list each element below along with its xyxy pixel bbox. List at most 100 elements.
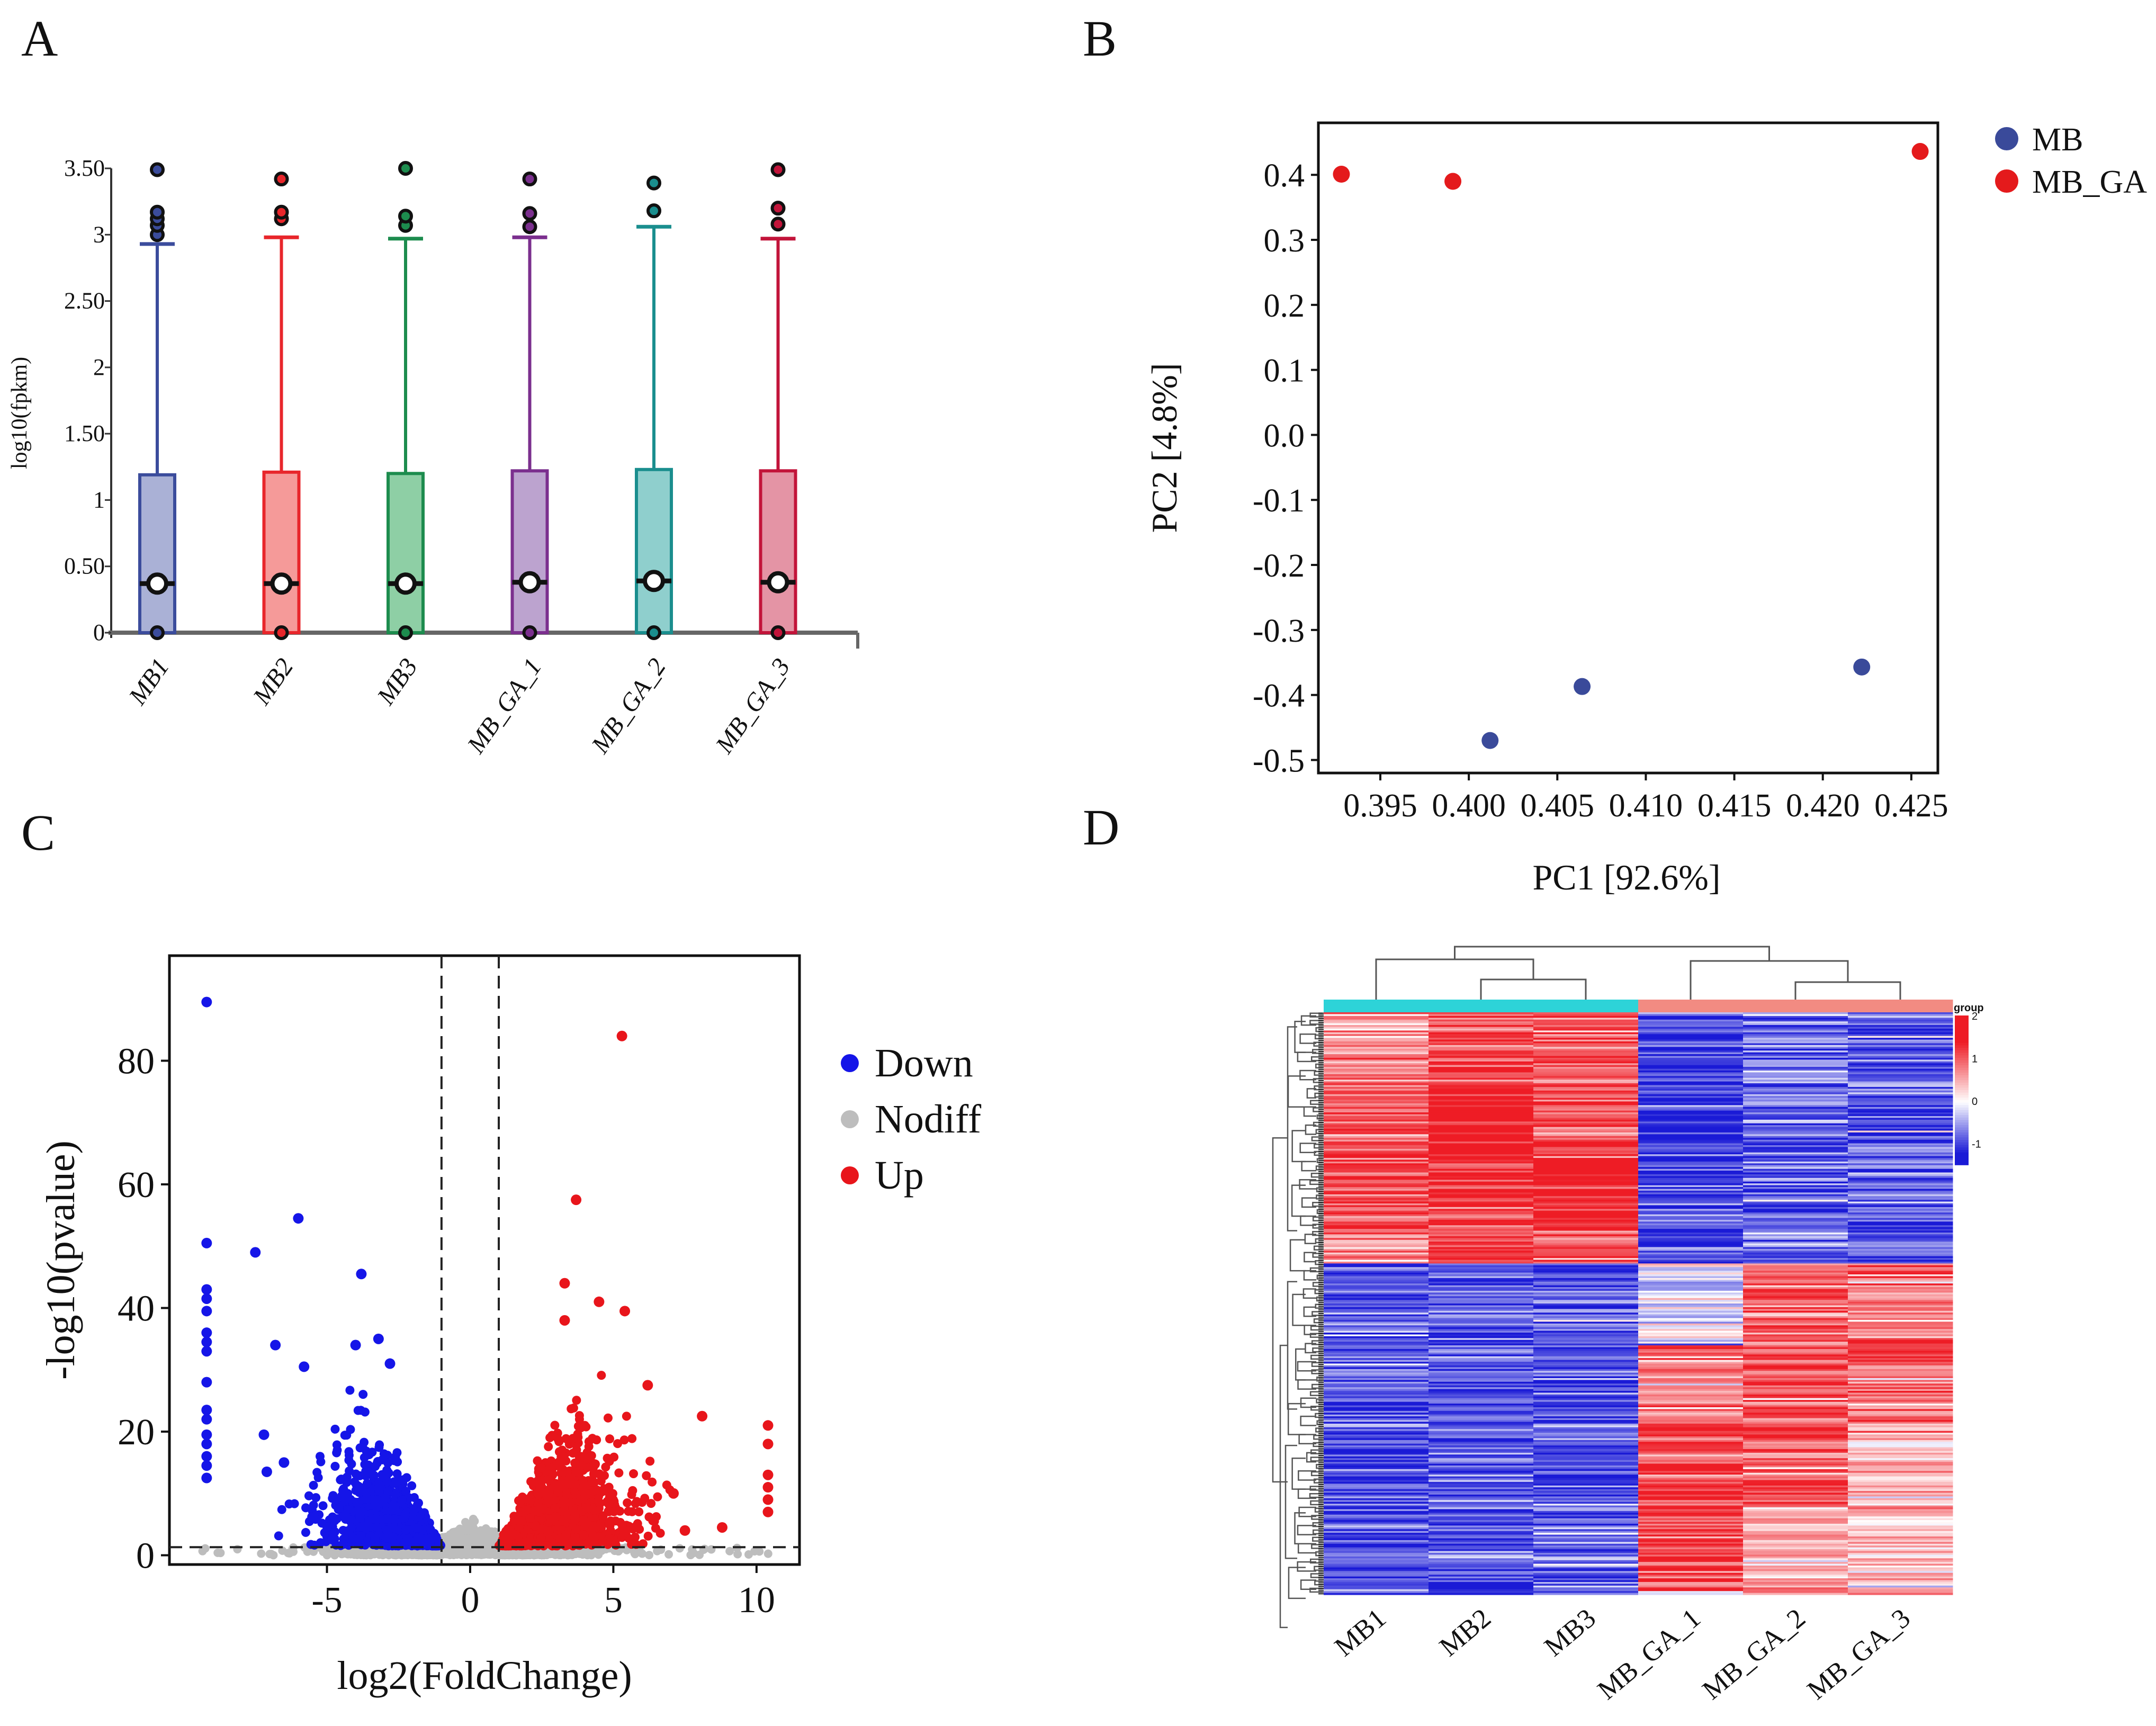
nodiff-point <box>285 1549 294 1558</box>
outlier-point <box>646 175 661 191</box>
box-MB_GA_3 <box>759 162 797 640</box>
outlier-point <box>150 625 165 640</box>
panel-a-ytick-label: 2.50 <box>64 288 105 314</box>
down-point <box>330 1424 340 1434</box>
down-point <box>316 1457 326 1467</box>
outlier-point <box>150 204 165 220</box>
box-iqr <box>262 470 301 635</box>
nodiff-point <box>448 1548 457 1557</box>
pca-point-MB <box>1481 732 1499 749</box>
box-iqr <box>510 469 549 634</box>
nodiff-point <box>725 1547 734 1556</box>
pca-point-MB_GA <box>1911 143 1929 160</box>
box-MB_GA_2 <box>635 175 673 640</box>
panel-a-xtick-label: MB_GA_2 <box>586 653 671 759</box>
down-point <box>343 1505 352 1514</box>
panel-b-ytick-label: -0.3 <box>1253 613 1305 649</box>
panel-b-xlabel: PC1 [92.6%] <box>1532 857 1720 897</box>
panel-label-b: B <box>1083 10 1117 67</box>
nodiff-point <box>468 1522 477 1531</box>
nodiff-point <box>475 1530 484 1539</box>
legend-marker-MB <box>1995 127 2018 150</box>
down-point <box>312 1468 322 1477</box>
outlier-point <box>398 209 413 224</box>
nodiff-point <box>763 1549 772 1558</box>
panel-a-xtick-label: MB1 <box>123 653 175 711</box>
nodiff-point <box>367 1549 376 1558</box>
panel-a-xtick-label: MB_GA_1 <box>462 653 547 759</box>
down-point <box>345 1386 355 1395</box>
box-MB1 <box>138 162 176 640</box>
down-point <box>346 1425 355 1434</box>
legend-marker-MB_GA <box>1995 169 2018 193</box>
nodiff-point <box>267 1550 276 1559</box>
box-mean <box>518 571 541 594</box>
panel-a-ytick-label: 1 <box>93 487 105 513</box>
panel-b-xtick-label: 0.415 <box>1697 788 1772 824</box>
panel-b-ytick-label: -0.4 <box>1253 678 1305 714</box>
box-mean <box>643 570 665 592</box>
nodiff-point <box>257 1549 266 1558</box>
panel-label-a: A <box>21 10 58 67</box>
panel-b-ytick-label: 0.4 <box>1264 158 1305 194</box>
outlier-point <box>646 203 661 219</box>
pca-point-MB <box>1853 658 1871 676</box>
panel-b-xtick-label: 0.400 <box>1432 788 1506 824</box>
down-point <box>358 1443 367 1452</box>
nodiff-point <box>461 1518 470 1527</box>
panel-a-xtick-label: MB2 <box>247 653 299 711</box>
nodiff-point <box>686 1551 695 1560</box>
panel-b-ytick-label: 0.2 <box>1264 288 1305 324</box>
outlier-point <box>398 161 413 176</box>
down-point <box>342 1478 352 1487</box>
down-point <box>318 1501 328 1511</box>
down-point <box>378 1455 387 1464</box>
down-point <box>277 1505 286 1514</box>
panel-b-ytick-label: 0.0 <box>1264 418 1305 454</box>
down-point <box>330 1516 339 1525</box>
nodiff-point <box>389 1550 398 1559</box>
panel-b-ytick-label: -0.2 <box>1253 548 1305 584</box>
panel-b-ylabel: PC2 [4.8%] <box>1144 363 1184 533</box>
outlier-point <box>150 162 165 177</box>
box-MB3 <box>387 161 425 640</box>
down-point <box>333 1445 342 1455</box>
nodiff-point <box>216 1549 225 1558</box>
outlier-point <box>522 625 537 640</box>
down-point <box>364 1467 373 1477</box>
down-point <box>301 1527 310 1537</box>
panel-b-ytick-label: 0.1 <box>1264 353 1305 389</box>
nodiff-point <box>482 1538 491 1547</box>
outlier-point <box>274 625 289 640</box>
down-point <box>330 1461 340 1471</box>
box-iqr <box>387 472 425 634</box>
panel-label-c: C <box>21 804 55 861</box>
down-point <box>351 1469 361 1479</box>
panel-b-pca: 0.40.30.20.10.0-0.1-0.2-0.3-0.4-0.50.395… <box>1144 121 2147 897</box>
panel-b-ytick-label: -0.1 <box>1253 483 1305 519</box>
outlier-point <box>522 219 537 235</box>
legend-label-MB: MB <box>2032 122 2083 158</box>
panel-a-ylabel: log10(fpkm) <box>7 357 32 469</box>
box-MB2 <box>262 172 301 640</box>
down-point <box>274 1531 283 1541</box>
panel-a-ytick-label: 3 <box>93 221 105 247</box>
outlier-point <box>770 162 786 177</box>
panel-b-xtick-label: 0.395 <box>1343 788 1417 824</box>
down-point <box>304 1491 313 1500</box>
legend-label-MB_GA: MB_GA <box>2032 164 2147 200</box>
box-mean <box>146 572 168 595</box>
panel-b-xtick-label: 0.425 <box>1874 788 1948 824</box>
panel-b-ytick-label: -0.5 <box>1253 743 1305 779</box>
panel-a-ytick-label: 0 <box>93 619 105 645</box>
box-mean <box>394 572 417 595</box>
pca-point-MB_GA <box>1333 166 1350 183</box>
outlier-point <box>522 172 537 187</box>
pca-point-MB <box>1574 678 1591 695</box>
box-MB_GA_1 <box>510 172 549 640</box>
nodiff-point <box>346 1550 355 1559</box>
box-iqr <box>138 473 176 634</box>
